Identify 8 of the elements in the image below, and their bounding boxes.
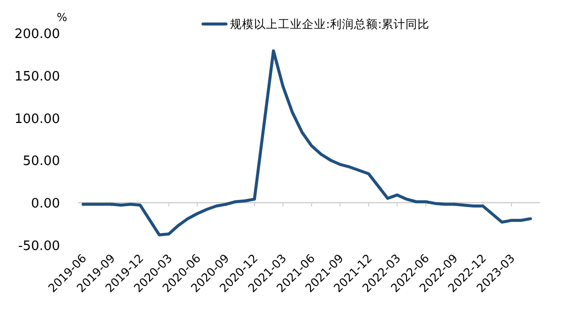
y-tick-label: 50.00 bbox=[22, 154, 60, 170]
legend: 规模以上工业企业:利润总额:累计同比 bbox=[202, 17, 430, 31]
y-tick-label: 200.00 bbox=[14, 27, 60, 42]
y-tick-label: 150.00 bbox=[14, 69, 60, 84]
y-tick-label: 0.00 bbox=[31, 196, 60, 212]
y-tick-label: -50.00 bbox=[18, 239, 60, 254]
y-tick-label: 100.00 bbox=[14, 112, 60, 127]
y-axis-title: % bbox=[56, 11, 68, 24]
